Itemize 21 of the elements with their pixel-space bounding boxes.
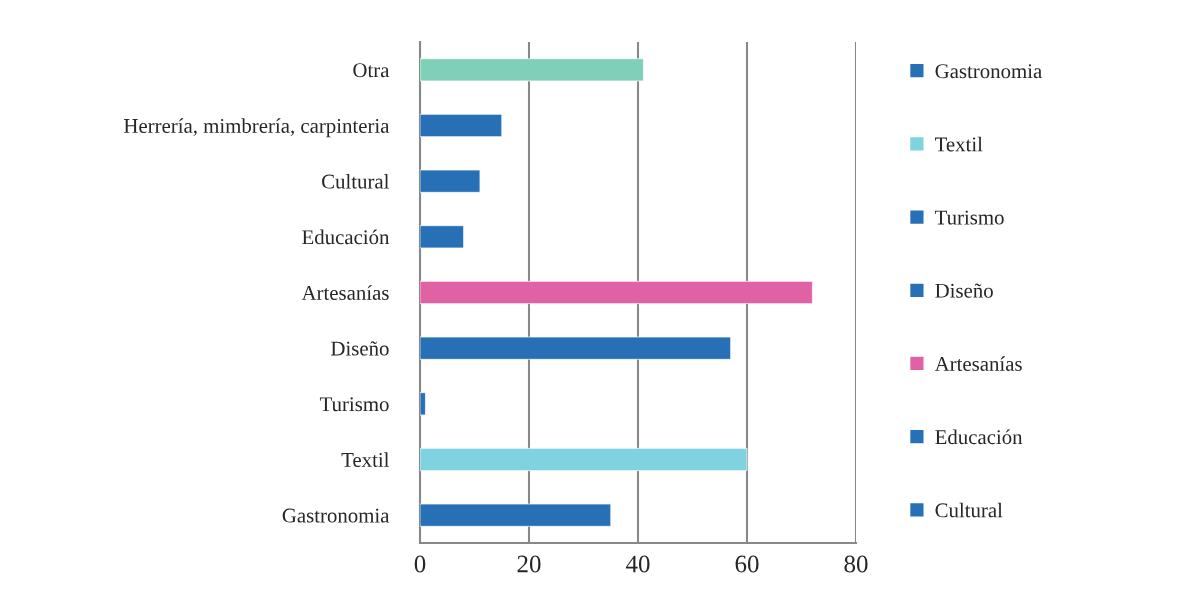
- x-tick-label: 60: [735, 555, 759, 573]
- y-tick-label: Gastronomia: [282, 508, 390, 523]
- legend-label: Gastronomia: [935, 64, 1042, 79]
- x-tick-label: 0: [414, 555, 426, 573]
- y-tick-label: Artesanías: [301, 285, 389, 300]
- x-tick-label: 80: [844, 555, 868, 573]
- legend-label: Textil: [935, 136, 983, 152]
- y-tick-label: Educación: [302, 229, 390, 245]
- legend-label: Educación: [935, 429, 1023, 445]
- legend-label: Cultural: [935, 502, 1003, 518]
- legend-label: Turismo: [935, 210, 1004, 225]
- y-tick-label: Otra: [353, 63, 390, 78]
- y-tick-label: Turismo: [319, 397, 389, 412]
- y-tick-label: Cultural: [322, 173, 390, 189]
- x-tick-label: 40: [625, 555, 650, 573]
- legend-label: Artesanías: [934, 356, 1022, 371]
- x-tick-label: 20: [517, 555, 541, 573]
- legend-label: Diseño: [935, 283, 993, 298]
- y-tick-label: Textil: [341, 452, 390, 467]
- y-tick-label: Herrería, mimbrería, carpinteria: [123, 118, 390, 138]
- y-tick-label: Diseño: [331, 341, 389, 356]
